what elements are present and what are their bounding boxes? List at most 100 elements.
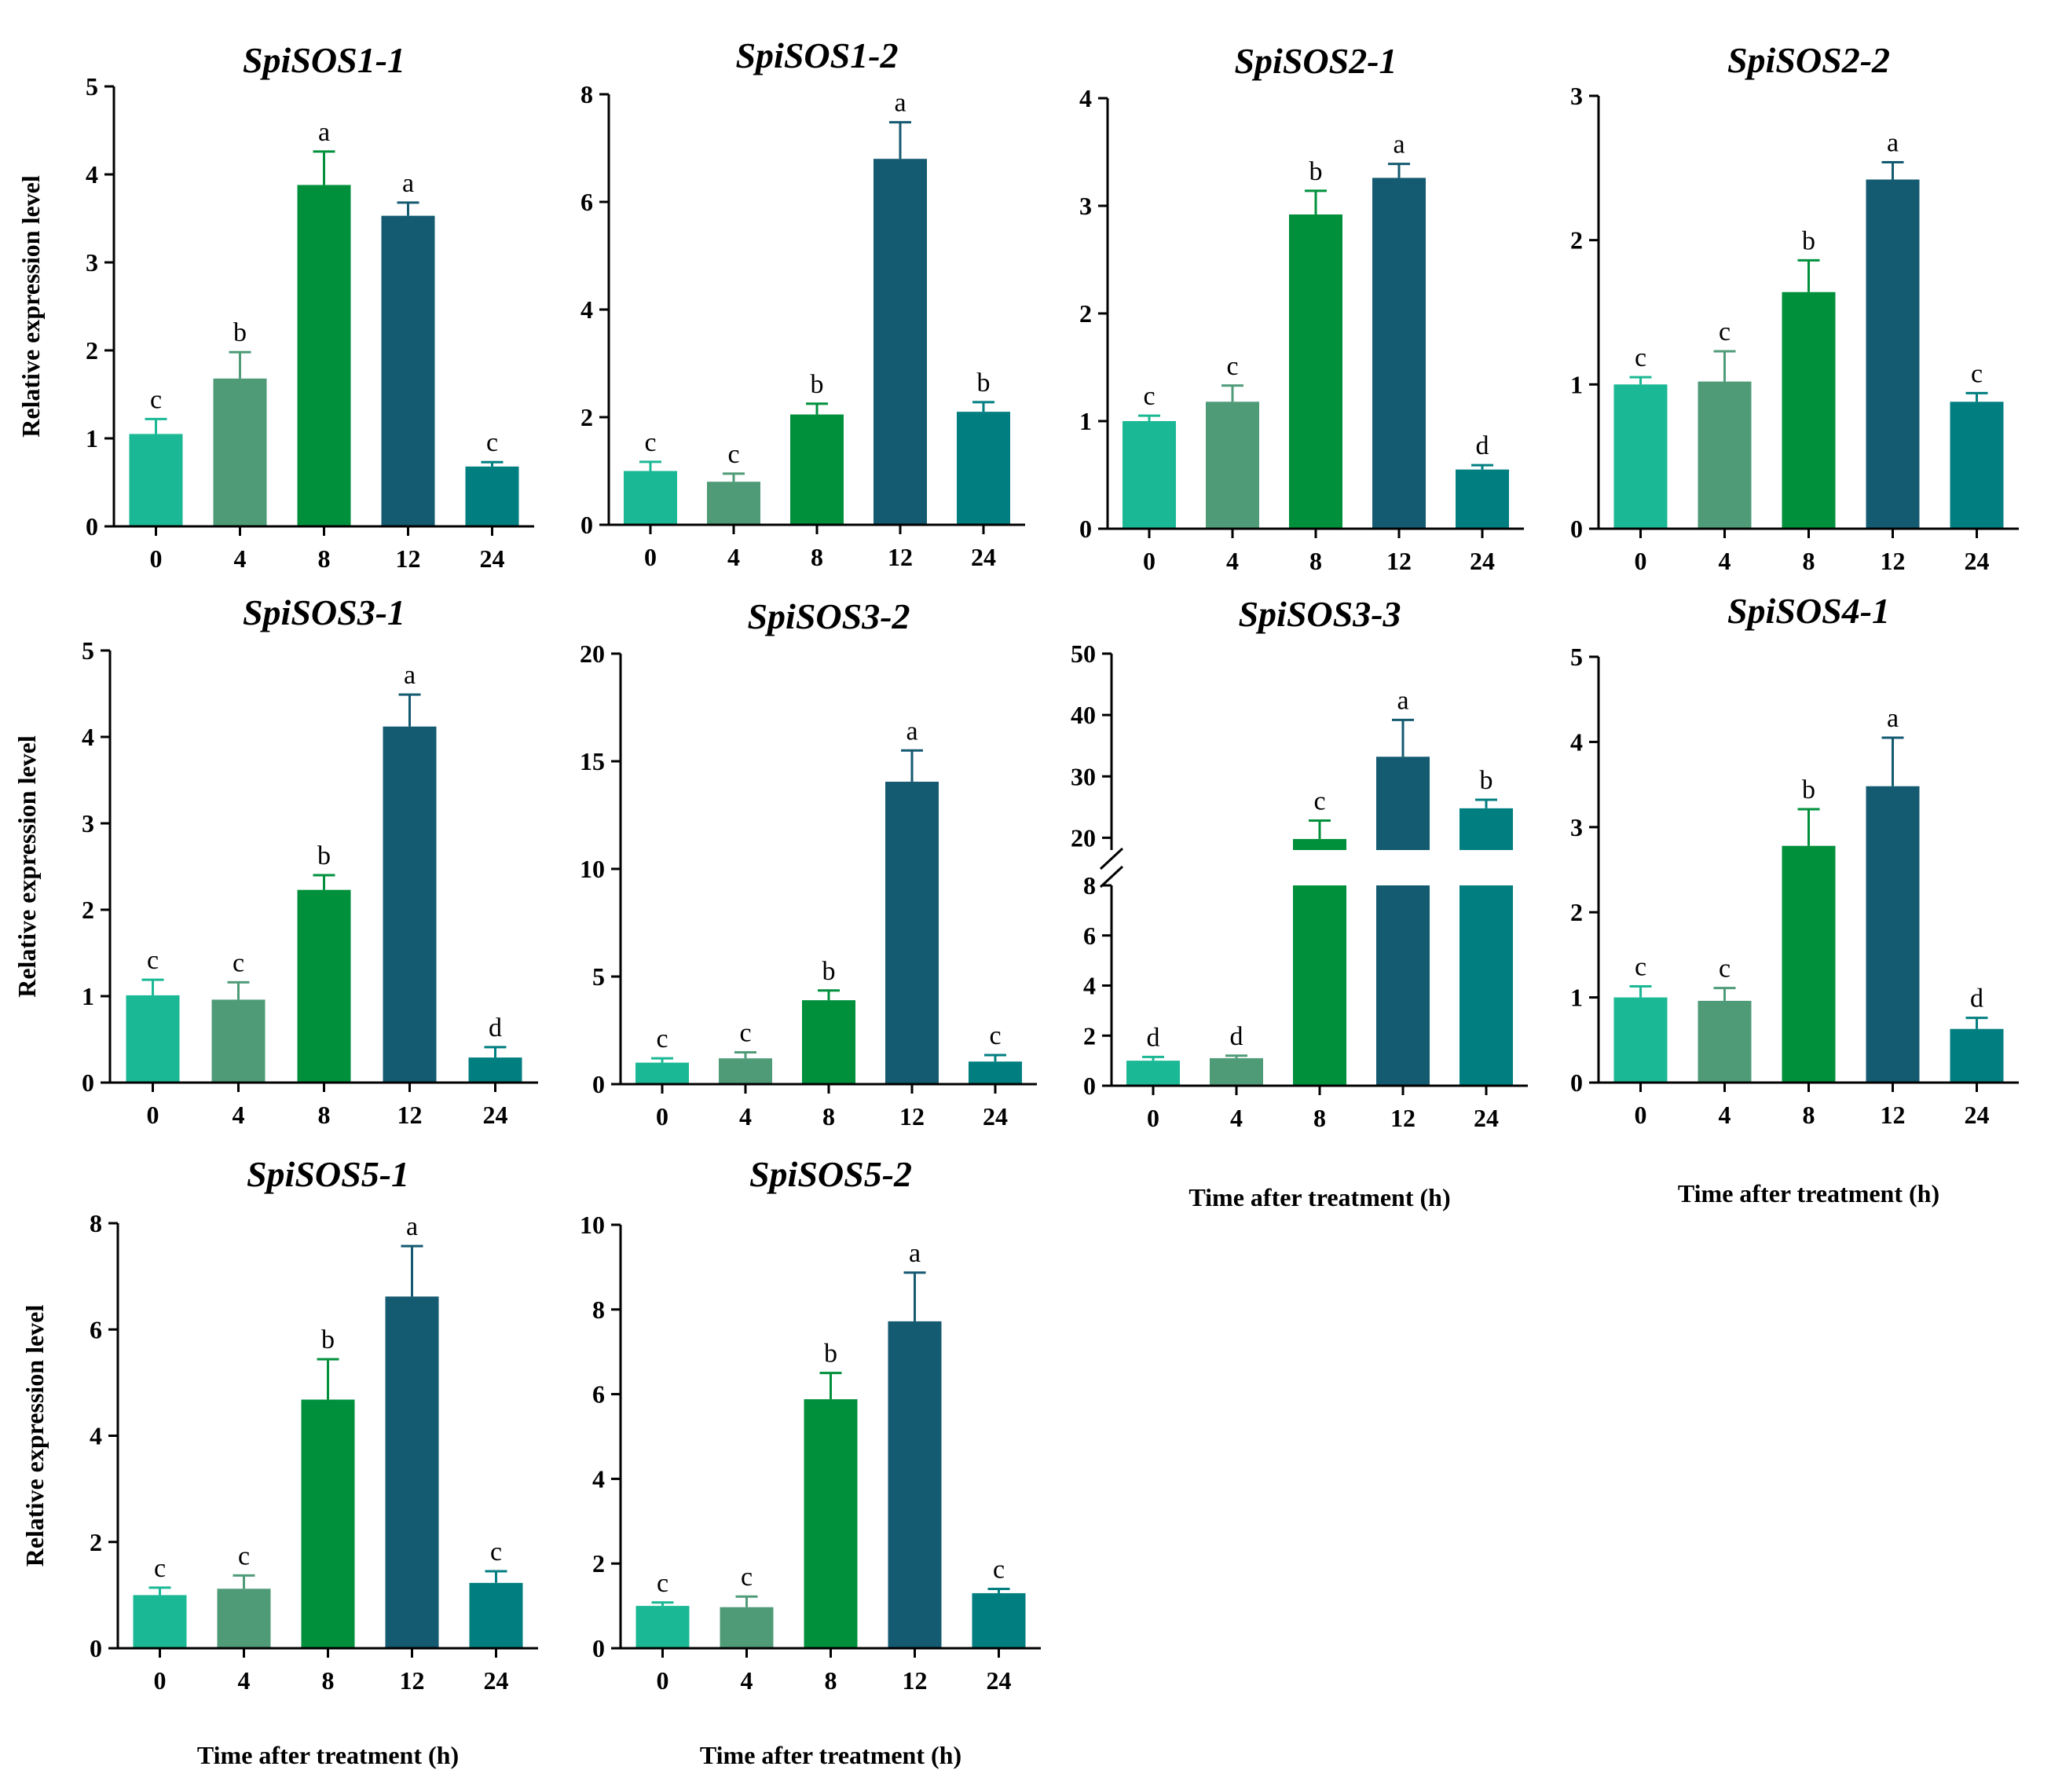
y-tick-label: 2 xyxy=(1570,898,1583,926)
y-tick-label: 50 xyxy=(1071,639,1096,668)
y-tick-label: 3 xyxy=(1079,192,1092,220)
chart-panel: SpiSOS1-1 Relative expression level c 0 b 4 a 8… xyxy=(16,40,534,573)
significance-letter: c xyxy=(1226,352,1238,381)
bar xyxy=(211,999,266,1083)
x-tick-label: 4 xyxy=(1719,1101,1731,1129)
significance-letter: a xyxy=(402,169,414,198)
bar xyxy=(383,726,437,1083)
x-tick-label: 24 xyxy=(480,544,505,573)
y-tick-label: 0 xyxy=(1570,515,1583,543)
bar xyxy=(1289,214,1342,529)
bar xyxy=(802,1000,855,1084)
bar xyxy=(1950,401,2004,529)
significance-letter: c xyxy=(739,1018,751,1047)
x-tick-label: 12 xyxy=(903,1666,928,1695)
y-tick-label: 2 xyxy=(1083,1021,1096,1050)
significance-letter: c xyxy=(993,1556,1005,1585)
x-tick-label: 4 xyxy=(234,544,247,573)
significance-letter: b xyxy=(317,841,331,870)
bar-upper-segment xyxy=(1293,838,1346,850)
x-tick-label: 24 xyxy=(987,1666,1012,1695)
y-tick-label: 4 xyxy=(581,295,593,324)
significance-letter: a xyxy=(1397,686,1408,715)
y-tick-label: 1 xyxy=(1570,370,1583,398)
significance-letter: c xyxy=(1719,955,1731,984)
bar xyxy=(129,434,183,526)
bar xyxy=(1123,421,1176,529)
bar xyxy=(1698,381,1752,529)
y-tick-label: 1 xyxy=(86,424,98,453)
y-tick-label: 0 xyxy=(1079,515,1092,543)
chart-title: SpiSOS2-2 xyxy=(1727,40,1890,80)
x-tick-label: 8 xyxy=(825,1666,837,1695)
x-tick-label: 8 xyxy=(318,544,331,573)
x-tick-label: 0 xyxy=(147,1101,159,1129)
y-tick-label: 3 xyxy=(1570,813,1583,841)
chart-title: SpiSOS4-1 xyxy=(1727,591,1890,631)
x-tick-label: 0 xyxy=(656,1102,668,1131)
y-tick-label: 20 xyxy=(580,639,605,668)
x-tick-label: 0 xyxy=(150,544,163,573)
x-tick-label: 12 xyxy=(888,543,913,571)
y-tick-label: 8 xyxy=(1083,871,1096,900)
bar xyxy=(888,1321,942,1648)
y-tick-label: 0 xyxy=(592,1634,605,1662)
significance-letter: c xyxy=(233,948,244,977)
bar xyxy=(969,1061,1022,1084)
significance-letter: b xyxy=(977,368,991,398)
bar xyxy=(385,1296,439,1648)
bar-upper-segment xyxy=(1376,757,1430,850)
chart-panel: SpiSOS5-1 Relative expression level c 0 c 4 b 8… xyxy=(20,1154,538,1769)
chart-title: SpiSOS1-1 xyxy=(243,40,405,80)
significance-letter: a xyxy=(406,1212,418,1241)
significance-letter: b xyxy=(1802,775,1815,804)
x-tick-label: 24 xyxy=(971,543,996,571)
y-tick-label: 0 xyxy=(82,1068,94,1097)
chart-title: SpiSOS3-3 xyxy=(1238,594,1401,634)
bar xyxy=(301,1399,355,1648)
significance-letter: a xyxy=(1393,130,1405,159)
y-tick-label: 0 xyxy=(1083,1072,1096,1100)
y-tick-label: 1 xyxy=(1079,407,1092,435)
y-tick-label: 0 xyxy=(90,1634,102,1662)
significance-letter: d xyxy=(1230,1022,1243,1051)
bar xyxy=(972,1592,1026,1648)
bar xyxy=(133,1595,187,1648)
bar xyxy=(1866,179,1920,529)
bar xyxy=(790,414,844,525)
y-tick-label: 4 xyxy=(1083,972,1096,1000)
x-tick-label: 24 xyxy=(1965,1101,1990,1129)
y-tick-label: 3 xyxy=(1570,82,1583,110)
y-tick-label: 5 xyxy=(86,72,98,101)
bar xyxy=(804,1399,858,1648)
significance-letter: c xyxy=(147,946,159,975)
y-tick-label: 4 xyxy=(1570,727,1583,756)
y-axis-label: Relative expression level xyxy=(16,175,45,438)
x-tick-label: 0 xyxy=(1635,547,1647,575)
chart-title: SpiSOS3-2 xyxy=(747,596,910,636)
chart-title: SpiSOS1-2 xyxy=(735,35,898,75)
significance-letter: c xyxy=(486,428,498,457)
bar xyxy=(720,1607,774,1648)
y-tick-label: 6 xyxy=(1083,922,1096,950)
y-tick-label: 4 xyxy=(592,1464,605,1493)
bar xyxy=(1206,401,1259,529)
x-tick-label: 12 xyxy=(1881,547,1906,575)
significance-letter: c xyxy=(656,1024,668,1054)
significance-letter: c xyxy=(1635,953,1646,982)
bar xyxy=(297,889,351,1083)
y-tick-label: 4 xyxy=(90,1422,102,1450)
bar-lower-segment xyxy=(1376,885,1430,1086)
significance-letter: b xyxy=(233,318,247,347)
x-tick-label: 12 xyxy=(400,1666,425,1695)
significance-letter: c xyxy=(657,1569,668,1598)
x-tick-label: 0 xyxy=(154,1666,167,1695)
significance-letter: c xyxy=(727,440,739,469)
y-tick-label: 0 xyxy=(1570,1068,1583,1097)
significance-letter: c xyxy=(490,1537,502,1567)
chart-title: SpiSOS3-1 xyxy=(243,592,405,632)
bar-lower-segment xyxy=(1293,885,1346,1086)
